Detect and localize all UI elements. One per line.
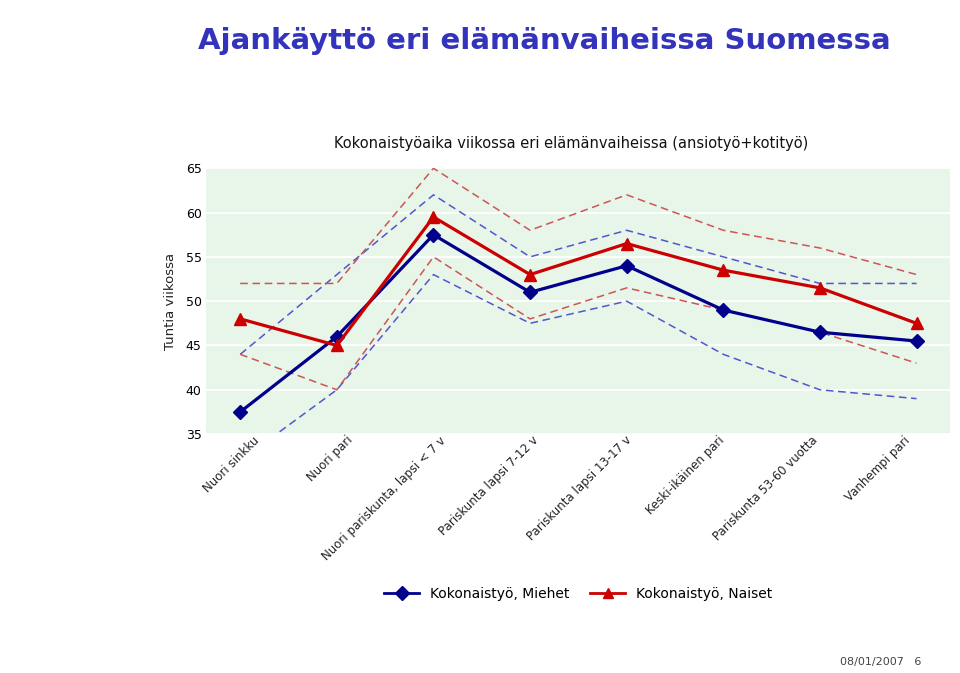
Text: A: A xyxy=(50,250,80,288)
Text: Nuori pariskunta, lapsi < 7 v: Nuori pariskunta, lapsi < 7 v xyxy=(320,434,448,563)
Text: Pariskunta lapsi 7-12 v: Pariskunta lapsi 7-12 v xyxy=(437,434,541,538)
Text: V: V xyxy=(50,533,80,571)
Text: Ajankäyttö eri elämänvaiheissa Suomessa: Ajankäyttö eri elämänvaiheissa Suomessa xyxy=(199,27,891,55)
Text: Pariskunta lapsi 13-17 v: Pariskunta lapsi 13-17 v xyxy=(524,434,635,543)
Text: Keski-ikäinen pari: Keski-ikäinen pari xyxy=(644,434,727,517)
Text: Pariskunta 53-60 vuotta: Pariskunta 53-60 vuotta xyxy=(710,434,820,543)
Text: Vanhempi pari: Vanhempi pari xyxy=(843,434,913,503)
Text: 08/01/2007   6: 08/01/2007 6 xyxy=(840,657,922,667)
Text: Nuori pari: Nuori pari xyxy=(304,434,355,485)
Text: E: E xyxy=(52,345,78,382)
Text: Kokonaistyöaika viikossa eri elämänvaiheissa (ansiotyö+kotityö): Kokonaistyöaika viikossa eri elämänvaihe… xyxy=(334,135,808,151)
Legend: Kokonaistyö, Miehet, Kokonaistyö, Naiset: Kokonaistyö, Miehet, Kokonaistyö, Naiset xyxy=(379,581,778,606)
Text: T: T xyxy=(52,439,78,476)
Text: Nuori sinkku: Nuori sinkku xyxy=(201,434,262,495)
Y-axis label: Tuntia viikossa: Tuntia viikossa xyxy=(164,252,178,350)
Text: L: L xyxy=(53,156,77,194)
Text: E: E xyxy=(52,62,78,100)
